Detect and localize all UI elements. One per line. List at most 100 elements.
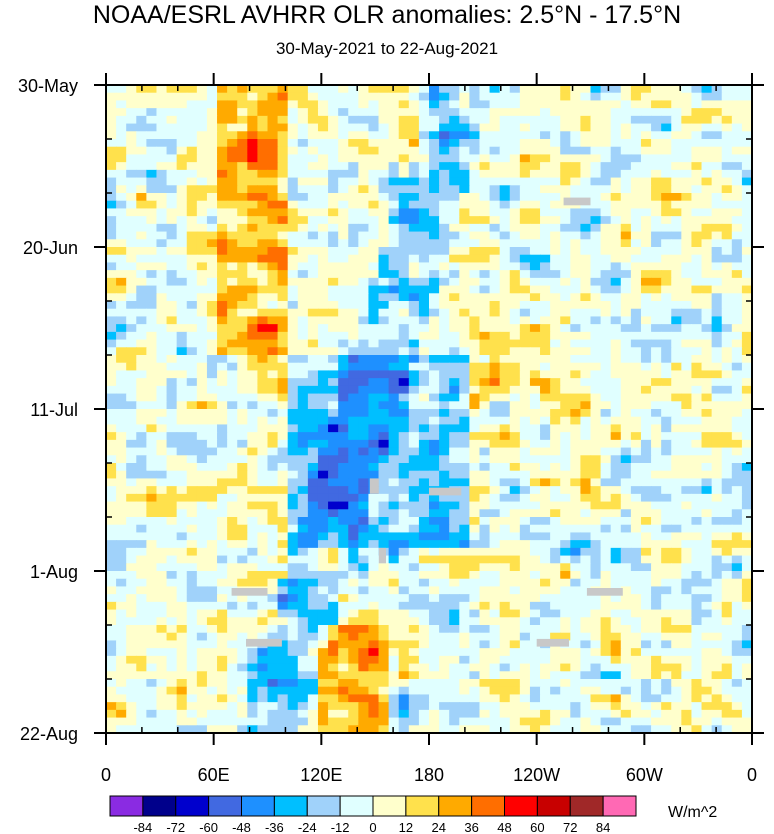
anomaly-cell	[509, 115, 521, 125]
anomaly-cell	[741, 262, 753, 271]
anomaly-cell	[529, 493, 541, 503]
anomaly-cell	[731, 115, 743, 125]
anomaly-cell	[439, 331, 450, 341]
anomaly-cell	[741, 617, 753, 626]
anomaly-cell	[398, 301, 410, 310]
anomaly-cell	[630, 578, 642, 588]
anomaly-cell	[166, 478, 178, 487]
anomaly-cell	[196, 486, 208, 495]
anomaly-cell	[509, 208, 521, 217]
anomaly-cell	[277, 625, 289, 634]
anomaly-cell	[106, 123, 117, 132]
anomaly-cell	[176, 679, 188, 688]
anomaly-cell	[600, 432, 612, 441]
anomaly-cell	[479, 262, 491, 271]
anomaly-cell	[398, 547, 410, 557]
anomaly-cell	[449, 131, 460, 140]
anomaly-cell	[479, 416, 491, 426]
anomaly-cell	[166, 177, 178, 186]
anomaly-cell	[741, 601, 753, 611]
anomaly-cell	[499, 493, 511, 503]
chart-title: NOAA/ESRL AVHRR OLR anomalies: 2.5°N - 1…	[92, 1, 682, 29]
anomaly-cell	[237, 617, 248, 626]
anomaly-cell	[610, 239, 622, 248]
anomaly-cell	[307, 571, 319, 580]
anomaly-cell	[136, 655, 147, 665]
anomaly-cell	[307, 532, 319, 541]
anomaly-cell	[358, 447, 370, 456]
anomaly-cell	[116, 501, 127, 510]
anomaly-cell	[640, 331, 652, 341]
anomaly-cell	[328, 362, 339, 372]
anomaly-cell	[358, 223, 370, 233]
anomaly-cell	[741, 409, 753, 418]
anomaly-cell	[307, 154, 319, 163]
anomaly-cell	[610, 293, 622, 302]
anomaly-cell	[307, 439, 319, 449]
anomaly-cell	[691, 409, 703, 418]
anomaly-cell	[156, 308, 168, 318]
anomaly-cell	[701, 231, 713, 240]
anomaly-cell	[297, 162, 309, 171]
anomaly-cell	[126, 131, 137, 140]
anomaly-cell	[317, 308, 329, 318]
anomaly-cell	[519, 486, 531, 495]
anomaly-cell	[499, 540, 511, 549]
anomaly-cell	[217, 92, 228, 102]
anomaly-cell	[287, 455, 299, 464]
anomaly-cell	[287, 424, 299, 433]
anomaly-cell	[297, 254, 309, 264]
anomaly-cell	[418, 154, 430, 163]
anomaly-cell	[166, 501, 178, 510]
anomaly-cell	[206, 146, 218, 156]
anomaly-cell	[146, 324, 158, 333]
anomaly-cell	[378, 277, 390, 287]
anomaly-cell	[681, 416, 693, 426]
anomaly-cell	[459, 409, 470, 418]
anomaly-cell	[297, 432, 309, 441]
anomaly-cell	[489, 486, 501, 495]
anomaly-cell	[287, 247, 299, 256]
anomaly-cell	[590, 578, 602, 588]
anomaly-cell	[640, 239, 652, 248]
anomaly-cell	[701, 285, 713, 294]
anomaly-cell	[156, 401, 168, 410]
anomaly-cell	[550, 563, 561, 572]
anomaly-cell	[580, 416, 592, 426]
anomaly-cell	[368, 331, 380, 341]
anomaly-cell	[711, 185, 723, 194]
anomaly-cell	[166, 617, 178, 626]
anomaly-cell	[237, 123, 248, 132]
anomaly-cell	[206, 625, 218, 634]
anomaly-cell	[196, 640, 208, 649]
anomaly-cell	[348, 254, 359, 264]
anomaly-cell	[550, 447, 561, 456]
anomaly-cell	[227, 223, 238, 233]
anomaly-cell	[479, 247, 491, 256]
anomaly-cell	[429, 339, 440, 348]
anomaly-cell	[287, 501, 299, 510]
anomaly-cell	[186, 617, 198, 626]
anomaly-cell	[731, 586, 743, 595]
anomaly-cell	[146, 671, 158, 680]
anomaly-cell	[610, 601, 622, 611]
anomaly-cell	[368, 131, 380, 140]
anomaly-cell	[620, 270, 632, 279]
anomaly-cell	[570, 146, 581, 156]
anomaly-cell	[540, 401, 551, 410]
anomaly-cell	[388, 455, 400, 464]
anomaly-cell	[701, 478, 713, 487]
anomaly-cell	[449, 301, 460, 310]
anomaly-cell	[247, 663, 258, 672]
anomaly-cell	[509, 293, 521, 302]
anomaly-cell	[227, 486, 238, 495]
anomaly-cell	[701, 424, 713, 433]
anomaly-cell	[651, 648, 662, 657]
anomaly-cell	[277, 123, 289, 132]
anomaly-cell	[459, 663, 470, 672]
anomaly-cell	[378, 92, 390, 102]
anomaly-cell	[479, 200, 491, 210]
anomaly-cell	[358, 100, 370, 109]
anomaly-cell	[358, 85, 370, 94]
anomaly-cell	[509, 169, 521, 179]
